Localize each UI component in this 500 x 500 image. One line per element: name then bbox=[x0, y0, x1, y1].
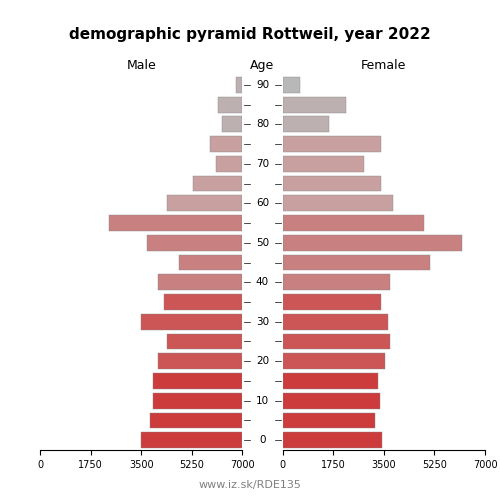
Bar bbox=[152, 393, 242, 408]
Bar bbox=[236, 77, 242, 93]
Text: demographic pyramid Rottweil, year 2022: demographic pyramid Rottweil, year 2022 bbox=[69, 28, 431, 42]
Bar bbox=[282, 235, 462, 250]
Text: 20: 20 bbox=[256, 356, 269, 366]
Bar bbox=[282, 136, 381, 152]
Bar bbox=[282, 373, 378, 389]
Bar bbox=[167, 196, 242, 211]
Text: 70: 70 bbox=[256, 159, 269, 169]
Bar bbox=[147, 235, 242, 250]
Bar bbox=[282, 77, 300, 93]
Bar bbox=[282, 432, 382, 448]
Bar bbox=[222, 116, 242, 132]
Bar bbox=[282, 254, 430, 270]
Bar bbox=[216, 156, 242, 172]
Text: 30: 30 bbox=[256, 316, 269, 326]
Bar bbox=[164, 294, 242, 310]
Bar bbox=[158, 354, 242, 369]
Text: 50: 50 bbox=[256, 238, 269, 248]
Bar bbox=[167, 334, 242, 349]
Bar bbox=[152, 373, 242, 389]
Text: 0: 0 bbox=[259, 435, 266, 445]
Bar bbox=[193, 176, 242, 192]
Title: Male: Male bbox=[126, 60, 156, 72]
Bar bbox=[282, 294, 381, 310]
Bar bbox=[282, 196, 393, 211]
Title: Female: Female bbox=[361, 60, 406, 72]
Text: 90: 90 bbox=[256, 80, 269, 90]
Bar bbox=[141, 314, 242, 330]
Bar bbox=[218, 96, 242, 112]
Bar bbox=[282, 215, 424, 231]
Bar bbox=[110, 215, 242, 231]
Bar bbox=[282, 334, 390, 349]
Bar bbox=[150, 412, 242, 428]
Text: 60: 60 bbox=[256, 198, 269, 208]
Text: 80: 80 bbox=[256, 120, 269, 130]
Text: www.iz.sk/RDE135: www.iz.sk/RDE135 bbox=[198, 480, 302, 490]
Bar bbox=[210, 136, 242, 152]
Bar bbox=[282, 96, 346, 112]
Text: 40: 40 bbox=[256, 277, 269, 287]
Bar bbox=[282, 156, 364, 172]
Bar bbox=[282, 116, 329, 132]
Bar bbox=[282, 274, 390, 290]
Title: Age: Age bbox=[250, 60, 274, 72]
Bar bbox=[282, 176, 381, 192]
Bar bbox=[158, 274, 242, 290]
Bar bbox=[141, 432, 242, 448]
Bar bbox=[282, 412, 375, 428]
Text: 10: 10 bbox=[256, 396, 269, 406]
Bar bbox=[282, 314, 388, 330]
Bar bbox=[282, 393, 380, 408]
Bar bbox=[178, 254, 242, 270]
Bar bbox=[282, 354, 386, 369]
